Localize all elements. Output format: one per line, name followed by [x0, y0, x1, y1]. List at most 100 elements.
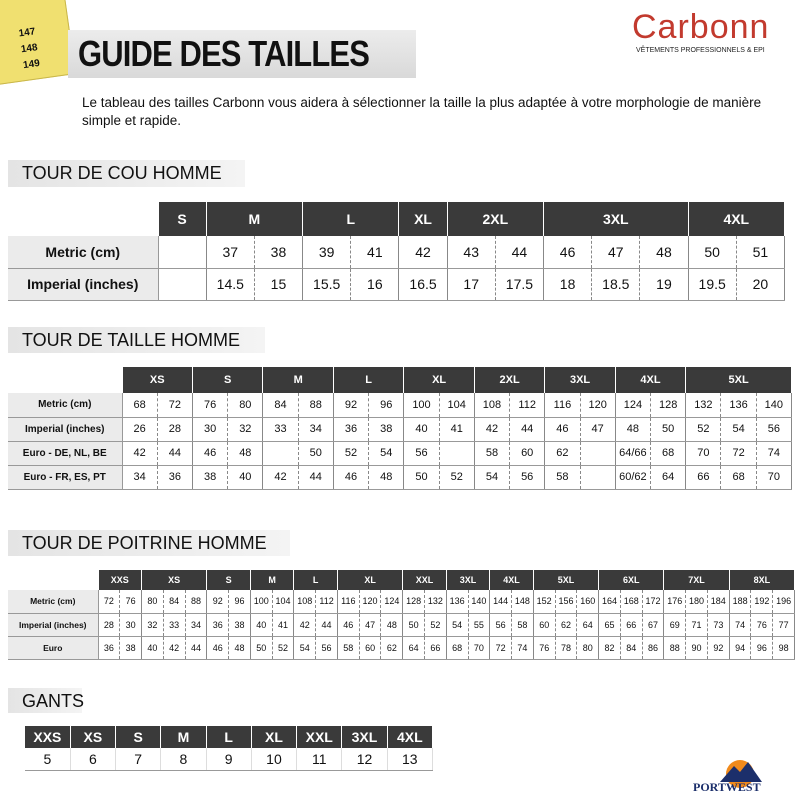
size-value: 15.5: [302, 268, 352, 301]
size-value: 9: [206, 748, 252, 771]
size-value: 41: [350, 236, 400, 269]
section-title: TOUR DE POITRINE HOMME: [8, 530, 290, 556]
size-value: 71: [685, 613, 708, 637]
size-value: 44: [185, 636, 208, 660]
size-value: 48: [639, 236, 689, 269]
size-value: 46: [337, 613, 360, 637]
size-value: 50: [403, 465, 440, 490]
size-header: 4XL: [489, 570, 534, 590]
size-header: XL: [398, 202, 448, 236]
size-value: 92: [333, 393, 370, 418]
size-value: 104: [272, 590, 295, 614]
data-row: Metric (cm) 37 38 39 41 42 43 44 46 47 48 50 51: [8, 236, 786, 269]
size-header: 3XL: [544, 367, 616, 393]
size-value: 104: [439, 393, 475, 418]
size-value: 33: [262, 417, 299, 442]
size-value: 28: [157, 417, 193, 442]
empty-cell: [262, 441, 299, 466]
size-value: 30: [119, 613, 143, 637]
ruler-icon: 147 148 149: [0, 0, 76, 86]
title: GUIDE DES TAILLES: [78, 33, 370, 74]
size-value: 64: [650, 465, 687, 490]
size-value: 62: [380, 636, 404, 660]
size-value: 50: [650, 417, 687, 442]
size-value: 20: [736, 268, 786, 301]
size-value: 48: [227, 441, 264, 466]
size-value: 5: [25, 748, 71, 771]
size-header: 4XL: [387, 726, 434, 748]
size-header: M: [250, 570, 295, 590]
data-row: Metric (cm) 72 76 80 84 88 92 96 100 104 108 112 116…: [8, 590, 795, 614]
size-value: 38: [119, 636, 143, 660]
size-value: 112: [509, 393, 546, 418]
size-value: 36: [98, 636, 121, 660]
size-value: 180: [685, 590, 708, 614]
size-value: 164: [598, 590, 621, 614]
size-value: 82: [598, 636, 621, 660]
size-value: 8: [160, 748, 207, 771]
size-value: 144: [489, 590, 513, 614]
data-row: Metric (cm) 68 72 76 80 84 88 92 96 100 104 108 112 1…: [8, 393, 793, 418]
size-value: 112: [315, 590, 338, 614]
size-value: 58: [474, 441, 511, 466]
data-row: Euro 36 38 40 42 44 46 48 50 52 54 56 58 60 62 64 66 68 70…: [8, 636, 795, 660]
size-header: 4XL: [615, 367, 687, 393]
size-value: 76: [750, 613, 774, 637]
size-header: M: [206, 202, 304, 236]
size-value: 28: [98, 613, 121, 637]
size-value: 136: [446, 590, 469, 614]
size-value: 196: [772, 590, 795, 614]
size-value: 51: [736, 236, 786, 269]
portwest-icon: [720, 760, 762, 788]
size-value: 152: [533, 590, 556, 614]
size-value: 98: [772, 636, 795, 660]
size-value: 60: [533, 613, 556, 637]
size-value: 80: [576, 636, 600, 660]
header-row: XXS XS S M L XL XXL 3XL 4XL 5XL 6XL 7XL 8XL: [8, 570, 796, 590]
size-value: 68: [446, 636, 469, 660]
size-value: 42: [398, 236, 448, 269]
size-value: 42: [122, 441, 158, 466]
size-header: 4XL: [688, 202, 786, 236]
size-value: 54: [446, 613, 469, 637]
size-value: 50: [250, 636, 273, 660]
size-value: 128: [650, 393, 687, 418]
size-value: 55: [468, 613, 491, 637]
size-value: 84: [262, 393, 299, 418]
size-value: 40: [227, 465, 264, 490]
empty-cell: [158, 268, 207, 301]
size-value: 140: [756, 393, 793, 418]
size-value: 42: [262, 465, 299, 490]
size-value: 60: [359, 636, 382, 660]
size-value: 100: [403, 393, 440, 418]
title-bar: [68, 30, 416, 78]
size-value: 78: [555, 636, 578, 660]
size-value: 12: [341, 748, 388, 771]
size-table: XXS XS S M L XL XXL 3XL 4XL 5 6 7 8 9 10 11 12 13: [25, 726, 434, 771]
size-value: 62: [555, 613, 578, 637]
size-value: 52: [333, 441, 370, 466]
size-value: 47: [359, 613, 382, 637]
size-value: 88: [298, 393, 334, 418]
size-value: 46: [206, 636, 230, 660]
size-value: 66: [685, 465, 722, 490]
size-value: 43: [447, 236, 496, 269]
size-value: 116: [544, 393, 581, 418]
size-value: 47: [580, 417, 616, 442]
size-value: 7: [115, 748, 162, 771]
size-value: 88: [663, 636, 687, 660]
size-value: 76: [192, 393, 229, 418]
size-value: 74: [511, 636, 534, 660]
size-value: 52: [424, 613, 447, 637]
size-header: 2XL: [447, 202, 545, 236]
size-value: 64: [402, 636, 425, 660]
size-value: 77: [772, 613, 795, 637]
size-value: 86: [642, 636, 665, 660]
brand-tagline: VÊTEMENTS PROFESSIONNELS & EPI: [636, 47, 765, 54]
size-value: 188: [729, 590, 752, 614]
row-label: Metric (cm): [8, 236, 159, 269]
size-value: 15: [254, 268, 304, 301]
size-value: 56: [315, 636, 338, 660]
size-value: 54: [293, 636, 317, 660]
size-value: 11: [296, 748, 343, 771]
